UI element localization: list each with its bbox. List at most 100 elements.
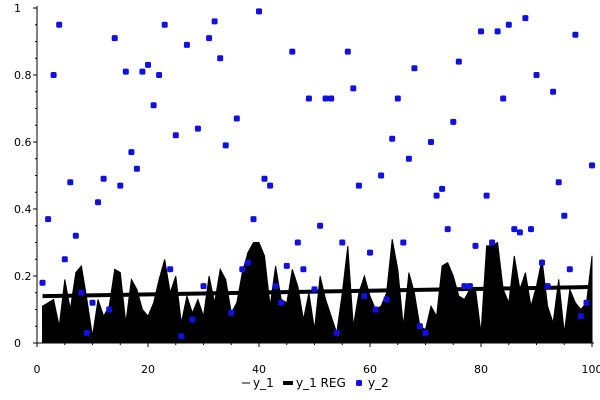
y-tick-label: 0.2 (14, 270, 32, 283)
y-2-point (428, 139, 434, 145)
y-2-point (344, 48, 351, 55)
y-2-point (355, 182, 362, 189)
y-2-point (200, 283, 207, 290)
y-2-point (572, 31, 579, 38)
y-2-point (261, 175, 268, 182)
y-2-point (128, 149, 135, 156)
y-2-point (233, 115, 240, 122)
y-2-point (522, 15, 529, 22)
y-2-point (555, 179, 562, 186)
y-2-point (167, 266, 174, 273)
y-2-point (272, 283, 279, 290)
y-2-point (483, 192, 490, 199)
x-tick-label: 80 (474, 363, 488, 376)
y-2-point (122, 68, 129, 75)
y-tick-label: 1 (14, 2, 21, 15)
y-2-point (106, 306, 113, 313)
y-2-point (489, 239, 496, 246)
y-2-point (145, 61, 151, 68)
y-2-point (378, 172, 385, 179)
y-2-point (577, 313, 584, 320)
y-2-point (450, 118, 457, 125)
y-2-point (250, 216, 257, 223)
y-2-point (95, 199, 101, 206)
y-2-point (478, 28, 484, 35)
y-2-point (422, 329, 429, 336)
y-2-point (139, 68, 146, 75)
y-2-point (511, 226, 518, 233)
y-2-point (311, 286, 318, 293)
y-2-point (350, 85, 357, 92)
y-2-point (100, 175, 107, 182)
y-2-point (39, 279, 46, 286)
y-2-point (117, 182, 124, 189)
legend-y-1-label: y_1 (253, 376, 274, 390)
y-2-point (133, 165, 140, 172)
y-2-point (178, 333, 185, 340)
y-2-point (83, 329, 90, 336)
y-2-point (211, 18, 218, 25)
y-2-point (228, 309, 235, 316)
y-2-point (361, 293, 368, 300)
y-2-point (294, 239, 301, 246)
y-2-point (267, 182, 274, 189)
y-2-point (500, 95, 507, 102)
y-2-point (67, 179, 74, 186)
y-2-point (444, 226, 451, 233)
y-2-point (333, 329, 340, 336)
y-2-point (56, 21, 63, 28)
y-2-point (455, 58, 462, 65)
x-tick-label: 40 (252, 363, 266, 376)
y-2-point (544, 283, 551, 290)
y-2-point (589, 162, 595, 169)
y-2-point (411, 65, 418, 72)
y-2-point (278, 299, 285, 306)
y-2-point (539, 259, 545, 266)
y-2-point (561, 212, 568, 219)
y-2-point (516, 229, 523, 236)
y-2-point (189, 316, 196, 323)
plot-area (39, 8, 595, 344)
y-2-point (367, 249, 373, 256)
y-2-point (566, 266, 573, 273)
y-2-point (400, 239, 407, 246)
y-2-point (533, 72, 540, 78)
y-2-point (405, 155, 412, 162)
series-y-1-area (41, 239, 593, 344)
y-2-point (383, 296, 390, 303)
y-2-point (550, 88, 557, 95)
y-2-point (161, 21, 168, 28)
y-2-point (61, 256, 68, 263)
y-2-point (528, 226, 534, 233)
y-2-point (583, 299, 590, 306)
y-tick-label: 0.6 (14, 136, 32, 149)
y-2-point (472, 242, 479, 249)
y-2-point (239, 266, 246, 273)
y-2-point (394, 95, 401, 102)
legend: y_1 y_1 REG y_2 (242, 376, 389, 390)
y-2-point (461, 283, 468, 290)
axes: 0 0.2 0.4 0.6 0.8 1 0 20 40 60 80 100 (14, 2, 600, 376)
y-2-point (72, 232, 79, 239)
y-2-point (466, 283, 473, 290)
y-2-point (256, 8, 262, 15)
y-tick-label: 0.8 (14, 69, 32, 82)
y-2-point (111, 35, 118, 42)
y-2-point (433, 192, 440, 199)
x-tick-label: 20 (141, 363, 155, 376)
y-2-point (172, 132, 179, 139)
y-tick-label: 0.4 (14, 203, 32, 216)
y-2-point (389, 135, 396, 142)
y-2-point (244, 259, 251, 266)
y-2-point (50, 72, 57, 78)
y-2-point (416, 323, 423, 330)
y-2-point (289, 48, 296, 55)
y-2-point (322, 95, 329, 102)
y-2-point (206, 35, 213, 42)
y-2-point (328, 95, 335, 102)
x-tick-label: 100 (582, 363, 600, 376)
y-2-point (339, 239, 346, 246)
x-tick-label: 60 (363, 363, 377, 376)
y-2-point (494, 28, 501, 35)
